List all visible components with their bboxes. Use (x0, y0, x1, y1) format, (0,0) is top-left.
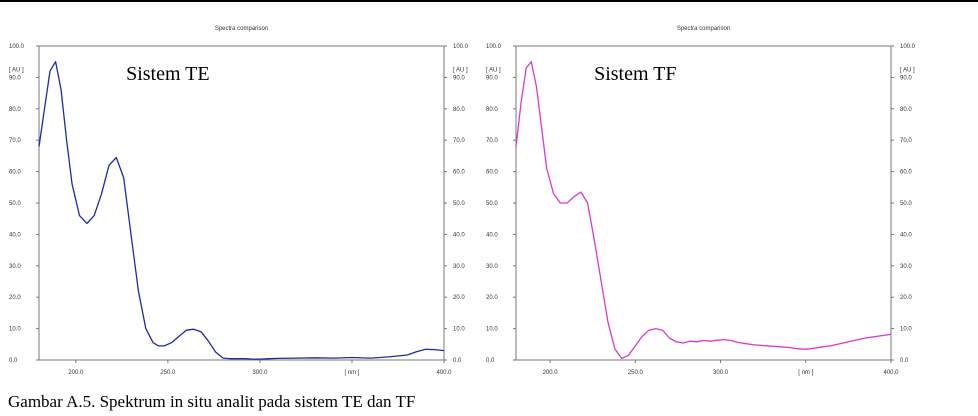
y-tick-label-right: 30.0 (453, 264, 465, 270)
y-tick-label-right: 80.0 (900, 107, 912, 113)
y-tick-label-left: 80.0 (9, 107, 21, 113)
y-tick-label-left: 90.0 (486, 75, 498, 81)
x-tick-label: 300.0 (713, 370, 729, 376)
x-tick-label: 400.0 (436, 370, 452, 376)
spectrum-line (515, 61, 892, 360)
y-tick-label-left: 100.0 (486, 44, 502, 50)
y-tick-label-right: 90.0 (453, 75, 465, 81)
chart-annotation: Sistem TF (594, 63, 676, 85)
y-axis-label-left: [ AU ] (9, 67, 24, 73)
y-tick-label-right: 60.0 (453, 170, 465, 176)
x-tick-label: 200.0 (543, 370, 559, 376)
y-tick-label-right: 40.0 (453, 232, 465, 238)
y-tick-label-right: 60.0 (900, 170, 912, 176)
y-axis-label-left: [ AU ] (486, 67, 501, 73)
y-tick-label-right: 100.0 (900, 44, 916, 50)
y-tick-label-left: 30.0 (9, 264, 21, 270)
x-tick-label: 400.0 (883, 370, 899, 376)
y-tick-label-left: 70.0 (9, 138, 21, 144)
chart-title: Spectra comparison (215, 26, 268, 32)
y-tick-label-left: 90.0 (9, 75, 21, 81)
y-tick-label-right: 20.0 (900, 295, 912, 301)
y-tick-label-left: 80.0 (486, 107, 498, 113)
y-tick-label-left: 10.0 (486, 327, 498, 333)
y-tick-label-left: 60.0 (486, 170, 498, 176)
y-tick-label-left: 60.0 (9, 170, 21, 176)
y-tick-label-left: 100.0 (9, 44, 25, 50)
x-tick-label: 250.0 (628, 370, 644, 376)
y-tick-label-right: 50.0 (453, 201, 465, 207)
y-tick-label-right: 10.0 (453, 327, 465, 333)
y-tick-label-left: 40.0 (486, 232, 498, 238)
x-axis-label: [ nm ] (798, 370, 813, 376)
y-tick-label-left: 20.0 (9, 295, 21, 301)
y-tick-label-left: 50.0 (9, 201, 21, 207)
y-tick-label-right: 20.0 (453, 295, 465, 301)
y-tick-label-left: 0.0 (9, 358, 18, 364)
spectrum-line (38, 61, 445, 360)
x-axis-label: [ nm ] (344, 370, 359, 376)
y-tick-label-left: 30.0 (486, 264, 498, 270)
y-tick-label-right: 70.0 (900, 138, 912, 144)
y-tick-label-left: 0.0 (486, 358, 495, 364)
y-tick-label-right: 0.0 (453, 358, 462, 364)
y-tick-label-right: 10.0 (900, 327, 912, 333)
y-tick-label-left: 20.0 (486, 295, 498, 301)
plot-frame (38, 45, 445, 361)
y-tick-label-right: 30.0 (900, 264, 912, 270)
chart-annotation: Sistem TE (126, 63, 210, 85)
y-tick-label-right: 90.0 (900, 75, 912, 81)
x-tick-label: 250.0 (160, 370, 176, 376)
top-border (0, 0, 978, 2)
y-tick-label-right: 0.0 (900, 358, 909, 364)
y-tick-label-left: 70.0 (486, 138, 498, 144)
y-tick-label-left: 40.0 (9, 232, 21, 238)
x-tick-label: 300.0 (252, 370, 268, 376)
y-tick-label-right: 100.0 (453, 44, 469, 50)
figure-caption: Gambar A.5. Spektrum in situ analit pada… (8, 392, 416, 411)
chart-title: Spectra comparison (677, 26, 730, 32)
y-tick-label-right: 80.0 (453, 107, 465, 113)
x-tick-label: 200.0 (68, 370, 84, 376)
y-tick-label-left: 50.0 (486, 201, 498, 207)
y-tick-label-right: 50.0 (900, 201, 912, 207)
y-tick-label-right: 70.0 (453, 138, 465, 144)
y-tick-label-left: 10.0 (9, 327, 21, 333)
y-tick-label-right: 40.0 (900, 232, 912, 238)
y-axis-label-right: [ AU ] (900, 67, 915, 73)
y-axis-label-right: [ AU ] (453, 67, 468, 73)
plot-frame (515, 45, 892, 361)
